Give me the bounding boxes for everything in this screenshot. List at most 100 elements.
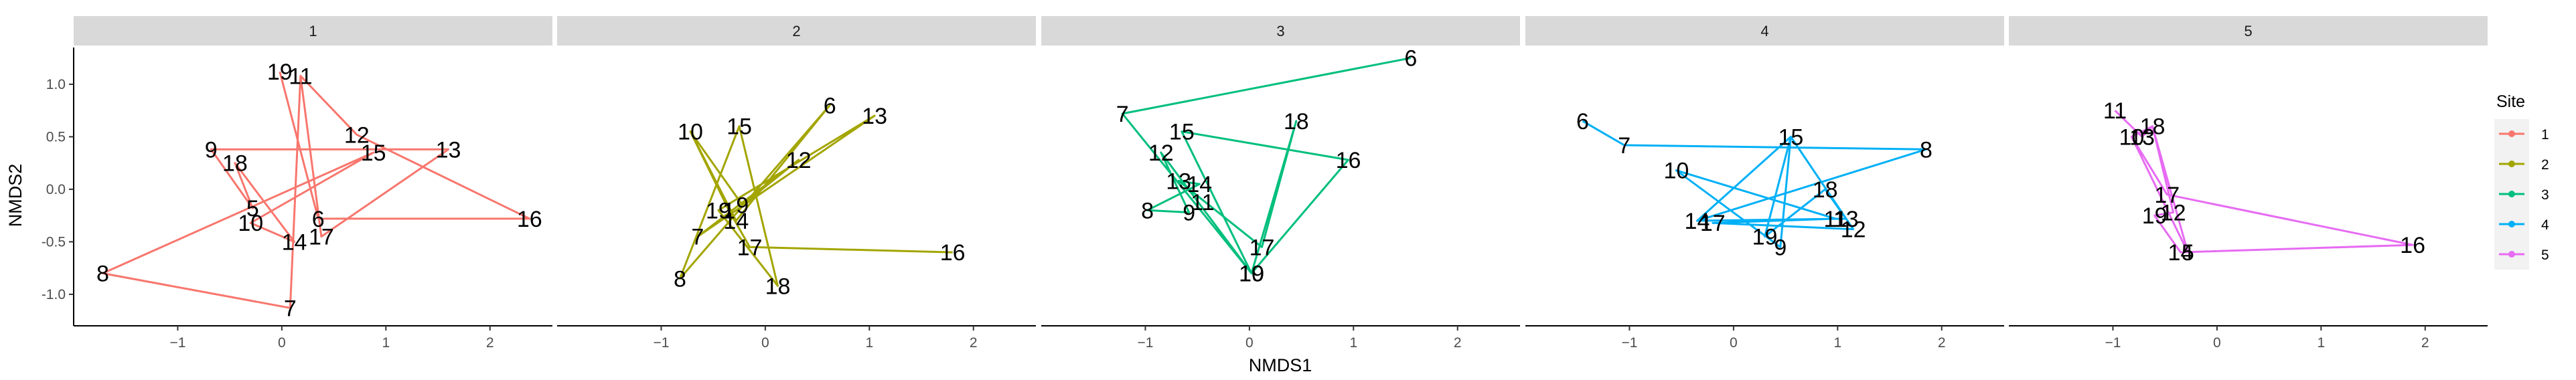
point-label: 16 — [2400, 233, 2425, 258]
point-label: 18 — [1284, 109, 1309, 134]
point-label: 14 — [282, 229, 307, 255]
point-label: 15 — [361, 140, 386, 166]
y-tick-label: 0.5 — [46, 129, 66, 145]
point-label: 19 — [1239, 262, 1264, 287]
point-label: 14 — [2168, 240, 2194, 266]
x-tick-label: 0 — [1245, 335, 1254, 351]
x-tick-label: 2 — [486, 335, 494, 351]
x-tick-label: 0 — [278, 335, 286, 351]
point-label: 15 — [1169, 120, 1195, 145]
point-label: 12 — [1148, 140, 1174, 166]
point-label: 7 — [691, 225, 704, 250]
point-label: 13 — [1166, 169, 1191, 194]
point-label: 13 — [436, 137, 461, 163]
x-tick-label: 0 — [1730, 335, 1738, 351]
point-label: 8 — [1920, 137, 1933, 163]
point-label: 6 — [824, 93, 836, 118]
point-label: 17 — [737, 235, 763, 260]
point-label: 8 — [96, 262, 109, 287]
point-label: 18 — [1813, 177, 1838, 203]
point-label: 6 — [312, 207, 325, 232]
legend-label: 3 — [2541, 187, 2549, 203]
point-label: 9 — [205, 137, 218, 163]
point-label: 9 — [1774, 235, 1787, 260]
x-tick-label: 2 — [970, 335, 978, 351]
point-label: 19 — [267, 60, 293, 85]
x-tick-label: −1 — [2105, 335, 2121, 351]
point-label: 19 — [706, 198, 731, 223]
point-label: 12 — [786, 148, 812, 173]
point-label: 17 — [1249, 235, 1275, 260]
point-label: 12 — [344, 122, 370, 148]
point-label: 11 — [1191, 190, 1214, 215]
x-axis-title: NMDS1 — [1249, 355, 1312, 375]
point-label: 9 — [736, 193, 749, 218]
point-label: 15 — [1778, 124, 1803, 150]
point-label: 13 — [1833, 207, 1859, 232]
point-label: 10 — [1239, 262, 1264, 287]
point-label: 7 — [1116, 102, 1129, 127]
point-label: 14 — [1187, 172, 1212, 197]
facet-strip-label: 4 — [1760, 23, 1768, 39]
point-label: 6 — [1404, 46, 1417, 72]
facet-strip — [74, 16, 552, 45]
x-tick-label: 1 — [382, 335, 390, 351]
y-tick-label: 0.0 — [46, 182, 66, 197]
point-label: 13 — [2129, 124, 2155, 150]
point-label: 10 — [2119, 124, 2144, 150]
x-tick-label: −1 — [169, 335, 185, 351]
x-tick-label: 2 — [1938, 335, 1946, 351]
legend: Site 1 2 3 4 5 — [2494, 92, 2549, 270]
point-label: 5 — [2182, 240, 2194, 266]
series-path — [1121, 57, 1412, 274]
x-tick-label: 0 — [2213, 335, 2221, 351]
y-tick-label: -1.0 — [42, 287, 66, 302]
y-tick-label: 1.0 — [46, 77, 66, 92]
point-label: 11 — [289, 64, 312, 89]
point-label: 12 — [2161, 200, 2186, 225]
point-label: 17 — [2154, 183, 2180, 208]
x-tick-label: −1 — [1137, 335, 1153, 351]
facet-strip — [1041, 16, 1520, 45]
point-label: 14 — [723, 209, 749, 234]
legend-key-dot — [2508, 130, 2515, 137]
x-tick-label: 2 — [1454, 335, 1462, 351]
series-path — [1582, 120, 1927, 248]
point-label: 15 — [727, 114, 752, 140]
facet-strip-label: 5 — [2244, 23, 2252, 39]
point-label: 18 — [222, 151, 248, 177]
y-tick-label: -0.5 — [42, 234, 66, 250]
point-label: 14 — [1685, 209, 1710, 234]
y-axis-title: NMDS2 — [5, 164, 25, 227]
point-label: 19 — [1752, 225, 1778, 250]
x-tick-label: 0 — [761, 335, 769, 351]
point-label: 19 — [2142, 203, 2168, 229]
x-tick-label: 2 — [2421, 335, 2429, 351]
point-label: 7 — [1618, 133, 1631, 159]
point-label: 11 — [1824, 207, 1847, 232]
x-tick-label: −1 — [653, 335, 669, 351]
point-label: 18 — [2140, 114, 2166, 140]
point-label: 13 — [862, 104, 887, 129]
x-tick-label: 1 — [2317, 335, 2325, 351]
point-label: 10 — [1663, 159, 1689, 184]
facet-strip-label: 1 — [309, 23, 317, 39]
legend-label: 5 — [2541, 248, 2549, 263]
legend-label: 1 — [2541, 127, 2549, 142]
legend-title: Site — [2496, 92, 2525, 111]
legend-label: 4 — [2541, 217, 2549, 233]
point-label: 11 — [2103, 98, 2127, 124]
legend-key-dot — [2508, 191, 2515, 197]
legend-key-dot — [2508, 221, 2515, 227]
facet-strip-label: 3 — [1276, 23, 1284, 39]
point-label: 16 — [517, 207, 542, 232]
point-label: 12 — [1841, 217, 1866, 243]
point-label: 6 — [1576, 109, 1589, 134]
facet-strip-label: 2 — [792, 23, 800, 39]
